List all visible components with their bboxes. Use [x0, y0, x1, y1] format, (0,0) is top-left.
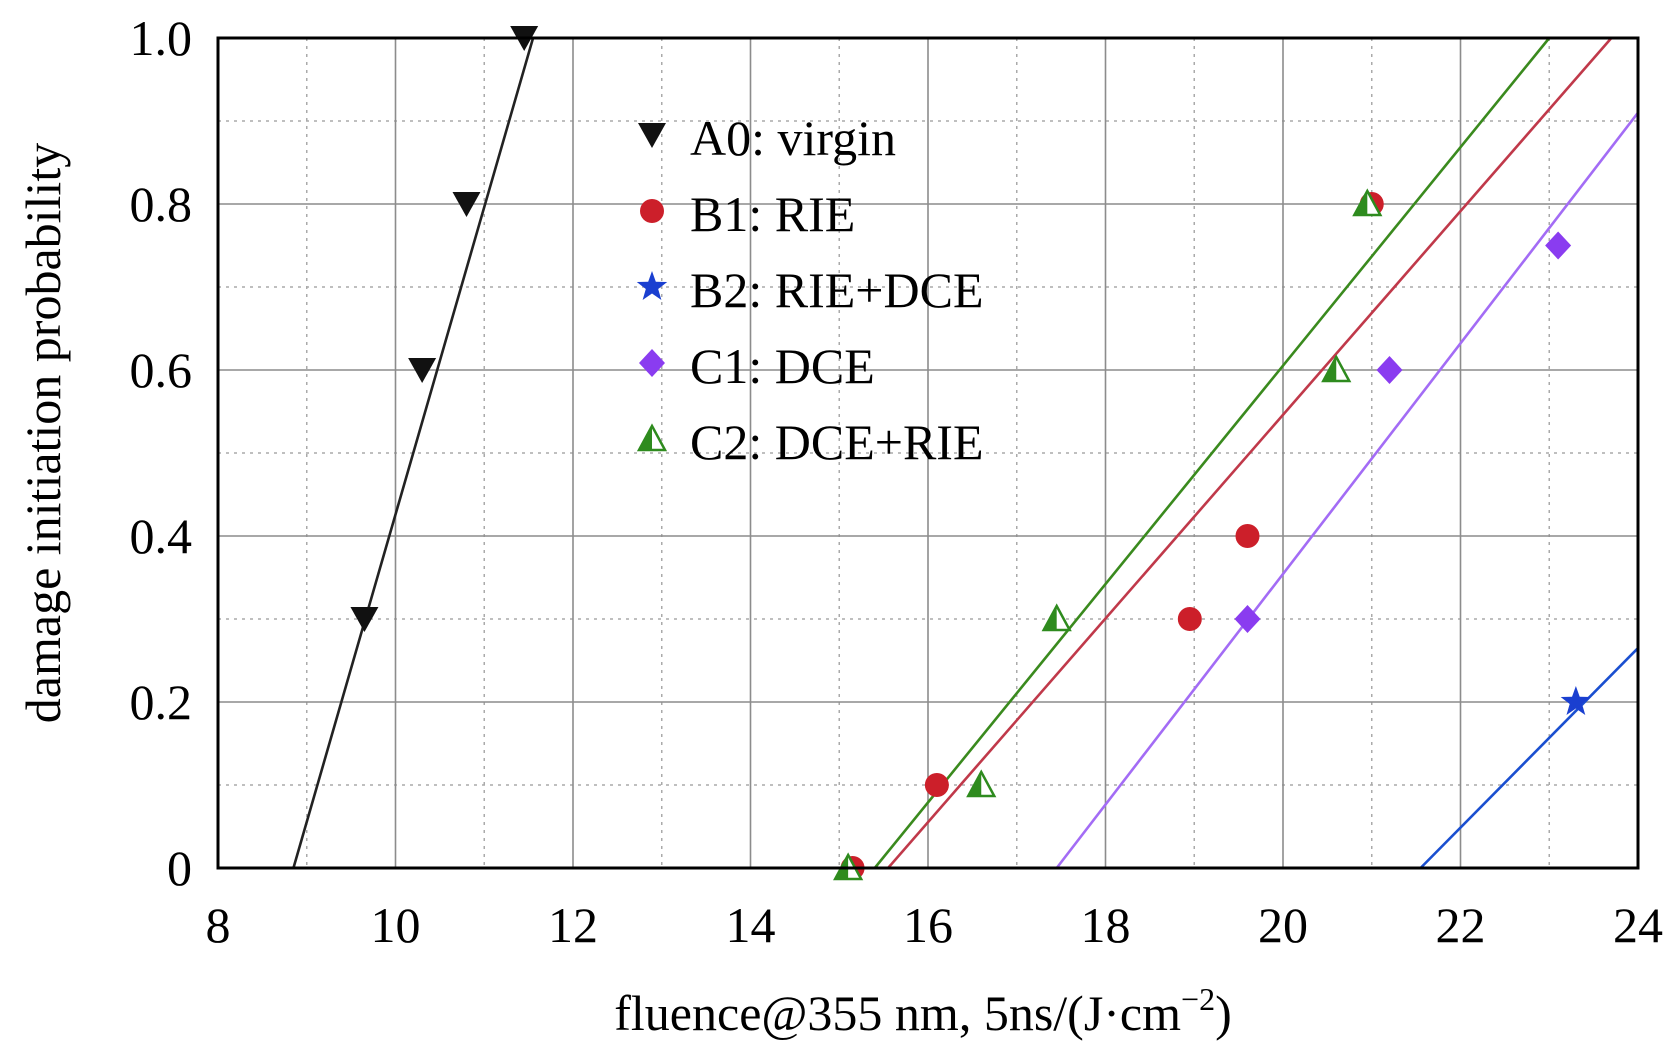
x-tick-label: 18 — [1081, 897, 1131, 953]
data-point — [1545, 231, 1572, 260]
y-axis-ticks: 0 0.2 0.4 0.6 0.8 1.0 — [130, 10, 193, 896]
fit-line — [887, 37, 1613, 869]
x-tick-label: 14 — [726, 897, 776, 953]
legend-item: C2: DCE+RIE — [636, 414, 983, 470]
data-point — [350, 607, 379, 632]
data-point — [966, 769, 997, 798]
data-point — [1041, 603, 1072, 632]
x-tick-label: 12 — [548, 897, 598, 953]
data-point — [408, 358, 437, 383]
data-point — [1235, 524, 1260, 548]
x-tick-label: 10 — [371, 897, 421, 953]
legend-marker — [636, 271, 668, 300]
data-point — [1352, 188, 1383, 217]
fit-lines — [292, 37, 1640, 869]
legend-marker — [639, 349, 665, 377]
y-tick-label: 0 — [167, 840, 192, 896]
legend-label: C1: DCE — [690, 338, 875, 394]
y-tick-label: 0.6 — [130, 342, 193, 398]
x-axis-label: fluence@355 nm, 5ns/(J·cm−2) — [614, 981, 1231, 1041]
x-tick-label: 22 — [1436, 897, 1486, 953]
legend-item: B2: RIE+DCE — [636, 262, 983, 318]
legend-marker — [640, 199, 664, 223]
y-axis-label: damage initiation probability — [15, 143, 71, 723]
data-point — [924, 773, 949, 797]
legend-label: C2: DCE+RIE — [690, 414, 983, 470]
data-point — [1560, 686, 1592, 715]
y-tick-label: 0.8 — [130, 176, 193, 232]
data-point — [1177, 607, 1202, 631]
legend-label: A0: virgin — [690, 110, 896, 166]
fit-line — [292, 37, 535, 869]
data-point — [452, 192, 481, 217]
legend-item: B1: RIE — [640, 186, 855, 242]
legend-marker — [638, 123, 666, 148]
legend-marker — [636, 423, 668, 452]
legend-item: C1: DCE — [639, 338, 875, 394]
grid-minor — [218, 38, 1638, 868]
legend: A0: virgin B1: RIE B2: RIE+DCE C1: DCE C2: D… — [636, 110, 983, 470]
x-tick-label: 16 — [903, 897, 953, 953]
x-tick-label: 20 — [1258, 897, 1308, 953]
y-tick-label: 0.4 — [130, 508, 193, 564]
x-tick-label: 8 — [206, 897, 231, 953]
y-tick-label: 1.0 — [130, 10, 193, 66]
fit-line — [1419, 647, 1639, 869]
legend-label: B2: RIE+DCE — [690, 262, 983, 318]
x-tick-label: 24 — [1613, 897, 1663, 953]
data-point — [1321, 354, 1352, 383]
fit-line — [873, 37, 1551, 869]
data-point — [1376, 356, 1403, 384]
y-tick-label: 0.2 — [130, 674, 193, 730]
legend-item: A0: virgin — [638, 110, 896, 166]
legend-label: B1: RIE — [690, 186, 855, 242]
data-point — [1234, 605, 1261, 633]
x-axis-label-superscript: −2 — [1181, 981, 1215, 1017]
x-axis-ticks: 8 10 12 14 16 18 20 22 24 — [206, 897, 1664, 953]
plot-frame — [216, 36, 1640, 870]
fit-line — [1055, 111, 1640, 869]
